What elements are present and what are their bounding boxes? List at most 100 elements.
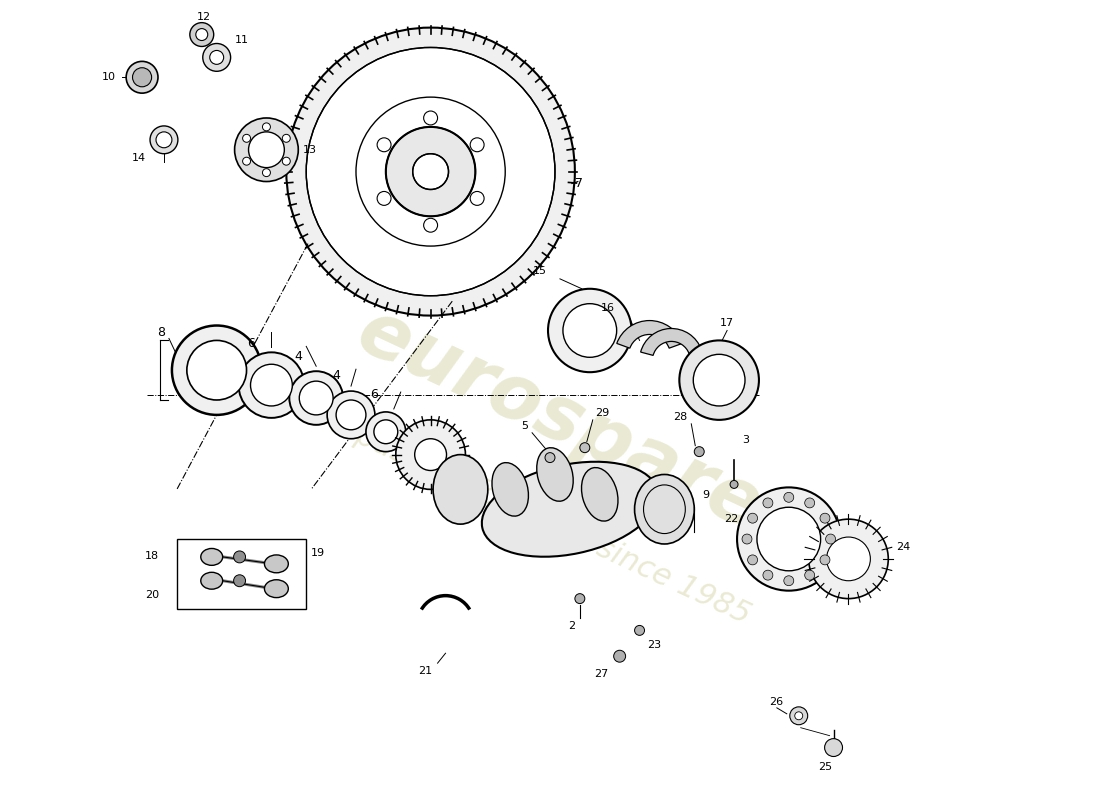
Circle shape — [805, 498, 815, 508]
Text: 7: 7 — [575, 177, 583, 190]
Circle shape — [805, 570, 815, 580]
Circle shape — [286, 28, 575, 315]
Text: 20: 20 — [145, 590, 160, 600]
Circle shape — [424, 111, 438, 125]
Circle shape — [795, 712, 803, 720]
Text: 19: 19 — [311, 548, 326, 558]
Circle shape — [396, 420, 465, 490]
Circle shape — [784, 576, 794, 586]
Text: 9: 9 — [702, 490, 710, 500]
Circle shape — [614, 650, 626, 662]
Circle shape — [790, 707, 807, 725]
FancyBboxPatch shape — [177, 539, 306, 609]
Text: 25: 25 — [818, 762, 833, 773]
Circle shape — [826, 537, 870, 581]
Circle shape — [757, 507, 821, 571]
Circle shape — [283, 158, 290, 165]
Text: 17: 17 — [720, 318, 734, 327]
Text: eurospares: eurospares — [345, 294, 814, 566]
Text: 3: 3 — [742, 434, 749, 445]
Circle shape — [251, 364, 293, 406]
Ellipse shape — [201, 572, 222, 589]
Circle shape — [233, 574, 245, 586]
Circle shape — [575, 594, 585, 603]
Ellipse shape — [635, 474, 694, 544]
Circle shape — [548, 289, 631, 372]
Circle shape — [234, 118, 298, 182]
Text: 4: 4 — [295, 350, 302, 363]
Text: 28: 28 — [673, 412, 688, 422]
Circle shape — [190, 22, 213, 46]
Text: 13: 13 — [304, 145, 317, 154]
Circle shape — [196, 29, 208, 41]
Circle shape — [820, 514, 830, 523]
Circle shape — [366, 412, 406, 452]
Circle shape — [377, 138, 390, 152]
Text: 6: 6 — [248, 337, 255, 350]
Ellipse shape — [264, 555, 288, 573]
Text: 14: 14 — [132, 153, 146, 162]
Ellipse shape — [492, 462, 528, 516]
Circle shape — [784, 492, 794, 502]
Circle shape — [808, 519, 889, 598]
Circle shape — [470, 191, 484, 206]
Circle shape — [386, 127, 475, 216]
Text: a passion for parts since 1985: a passion for parts since 1985 — [324, 409, 755, 630]
Text: 2: 2 — [569, 622, 575, 631]
Circle shape — [374, 420, 398, 444]
Circle shape — [126, 62, 158, 93]
Circle shape — [233, 551, 245, 563]
Circle shape — [210, 50, 223, 64]
Circle shape — [263, 169, 271, 177]
Circle shape — [187, 341, 246, 400]
Text: 22: 22 — [724, 514, 738, 524]
Circle shape — [299, 381, 333, 415]
Text: 26: 26 — [769, 697, 783, 707]
Wedge shape — [640, 329, 702, 355]
Circle shape — [763, 498, 773, 508]
Circle shape — [243, 134, 251, 142]
Ellipse shape — [582, 467, 618, 521]
Circle shape — [327, 391, 375, 438]
Text: 5: 5 — [521, 421, 529, 431]
Circle shape — [563, 304, 617, 358]
Circle shape — [424, 218, 438, 232]
Circle shape — [635, 626, 645, 635]
Circle shape — [748, 514, 758, 523]
Circle shape — [680, 341, 759, 420]
Text: 4: 4 — [332, 369, 340, 382]
Circle shape — [693, 354, 745, 406]
Circle shape — [249, 132, 284, 168]
Circle shape — [544, 453, 556, 462]
Circle shape — [306, 47, 556, 296]
Circle shape — [150, 126, 178, 154]
Circle shape — [243, 158, 251, 165]
Circle shape — [377, 191, 390, 206]
Circle shape — [337, 400, 366, 430]
Circle shape — [289, 371, 343, 425]
Text: 16: 16 — [601, 302, 615, 313]
Circle shape — [263, 123, 271, 131]
Circle shape — [694, 446, 704, 457]
Text: 12: 12 — [197, 12, 211, 22]
Wedge shape — [617, 321, 682, 348]
Circle shape — [580, 442, 590, 453]
Circle shape — [826, 534, 836, 544]
Circle shape — [172, 326, 262, 415]
Ellipse shape — [264, 580, 288, 598]
Circle shape — [470, 138, 484, 152]
Text: 27: 27 — [595, 669, 609, 679]
Text: 11: 11 — [234, 34, 249, 45]
Text: 18: 18 — [145, 551, 160, 562]
Circle shape — [730, 481, 738, 488]
Circle shape — [415, 438, 447, 470]
Circle shape — [742, 534, 752, 544]
Circle shape — [825, 738, 843, 757]
Circle shape — [239, 352, 305, 418]
Ellipse shape — [537, 448, 573, 502]
Ellipse shape — [482, 462, 658, 557]
Text: 10: 10 — [102, 72, 117, 82]
Ellipse shape — [201, 549, 222, 566]
Circle shape — [156, 132, 172, 148]
Circle shape — [202, 43, 231, 71]
